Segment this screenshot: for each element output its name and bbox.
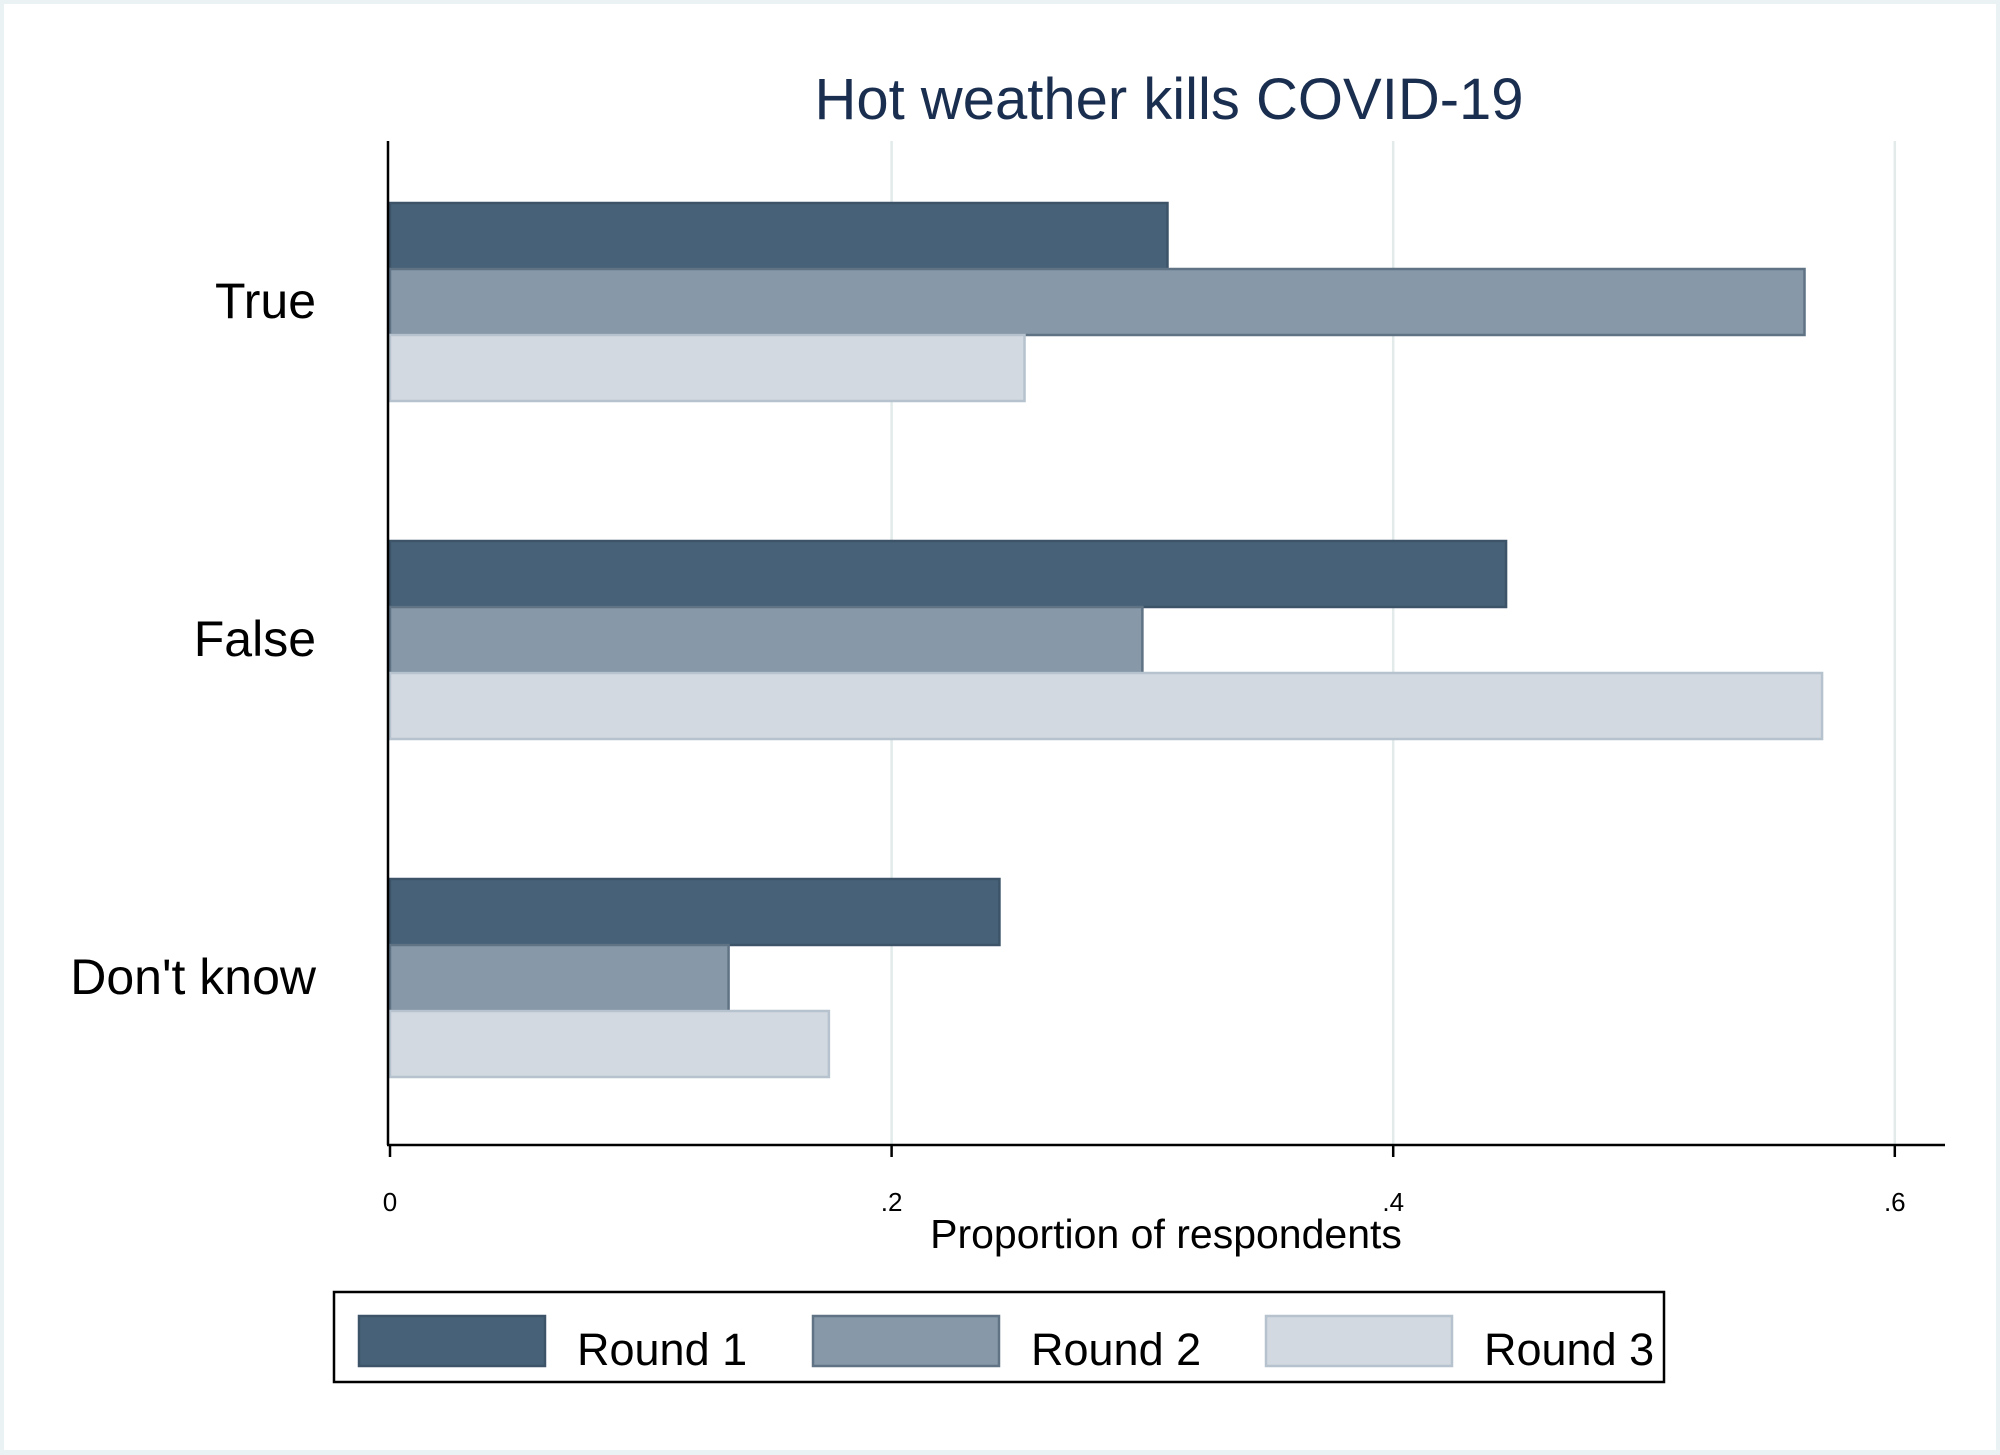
x-ticks: 0 .2 .4 .6 — [383, 1145, 1906, 1217]
x-tick-label-2: .4 — [1382, 1187, 1404, 1217]
bar-round-2-false — [388, 605, 1144, 675]
x-tick-label-1: .2 — [881, 1187, 903, 1217]
category-label-don-t-know: Don't know — [70, 949, 317, 1005]
bar-round-2-don-t-know — [388, 943, 730, 1013]
bar-round-3-true — [388, 333, 1026, 403]
x-tick-label-0: 0 — [383, 1187, 397, 1217]
category-label-false: False — [194, 611, 316, 667]
category-label-true: True — [215, 273, 316, 329]
bar-round-1-true — [388, 201, 1169, 271]
bar-chart: Hot weather kills COVID-19 0 .2 .4 .6 True F… — [70, 67, 1945, 1384]
legend-label-round-3: Round 3 — [1484, 1324, 1654, 1375]
bar-round-2-true — [388, 267, 1806, 337]
chart-figure: Hot weather kills COVID-19 0 .2 .4 .6 True F… — [4, 4, 1996, 1450]
legend: Round 1 Round 2 Round 3 — [332, 1290, 1666, 1384]
legend-label-round-2: Round 2 — [1031, 1324, 1201, 1375]
legend-swatch-round-1 — [357, 1314, 547, 1368]
bar-round-1-false — [388, 539, 1508, 609]
bar-round-3-don-t-know — [388, 1009, 831, 1079]
x-tick-label-3: .6 — [1884, 1187, 1906, 1217]
chart-title: Hot weather kills COVID-19 — [814, 67, 1523, 132]
legend-swatch-round-3 — [1264, 1314, 1454, 1368]
bars — [388, 201, 1824, 1079]
category-labels: True False Don't know — [70, 273, 317, 1005]
legend-label-round-1: Round 1 — [577, 1324, 747, 1375]
bar-round-1-don-t-know — [388, 877, 1001, 947]
bar-round-3-false — [388, 671, 1824, 741]
legend-swatch-round-2 — [811, 1314, 1001, 1368]
x-axis-label: Proportion of respondents — [930, 1211, 1402, 1257]
